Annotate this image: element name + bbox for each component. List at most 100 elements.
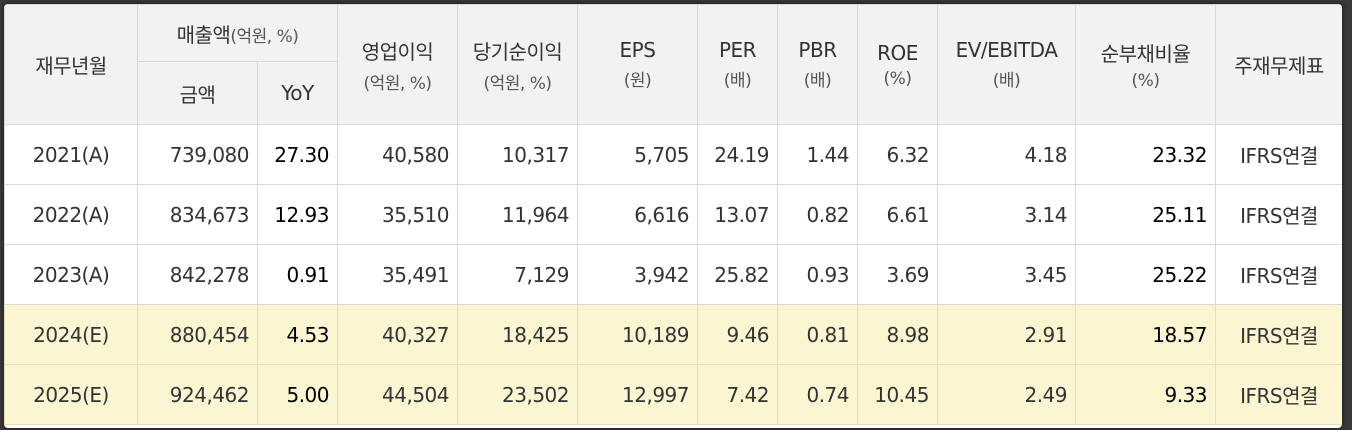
cell-roe: 3.69 — [857, 244, 938, 305]
cell-statement: IFRS연결 — [1215, 124, 1342, 185]
cell-year: 2021(A) — [4, 124, 138, 185]
table-row: 2025(E) 924,462 5.00 44,504 23,502 12,997 7.42… — [4, 364, 1342, 425]
header-pbr: PBR (배) — [777, 4, 858, 125]
cell-net-profit: 18,425 — [457, 304, 578, 365]
cell-roe: 8.98 — [857, 304, 938, 365]
cell-op-profit: 35,491 — [337, 244, 458, 305]
cell-pbr: 0.93 — [777, 244, 858, 305]
header-sales-unit: (억원, %) — [230, 26, 299, 47]
header-per-unit: (배) — [723, 71, 752, 91]
header-amount: 금액 — [137, 61, 258, 125]
cell-pbr: 0.74 — [777, 364, 858, 425]
table-body: 2021(A) 739,080 27.30 40,580 10,317 5,705 24.1… — [4, 124, 1342, 425]
header-statement: 주재무제표 — [1215, 4, 1342, 125]
header-per: PER (배) — [697, 4, 778, 125]
cell-per: 24.19 — [697, 124, 778, 185]
header-ev-ebitda: EV/EBITDA (배) — [937, 4, 1076, 125]
header-pbr-unit: (배) — [803, 71, 832, 91]
cell-year: 2025(E) — [4, 364, 138, 425]
header-year: 재무년월 — [4, 4, 138, 125]
cell-statement: IFRS연결 — [1215, 244, 1342, 305]
header-roe: ROE (%) — [857, 4, 938, 125]
cell-net-debt: 25.11 — [1075, 184, 1216, 245]
cell-sales: 739,080 — [137, 124, 258, 185]
header-net-profit-unit: (억원, %) — [483, 73, 552, 94]
header-eps-unit: (원) — [623, 71, 652, 91]
header-net-debt-unit: (%) — [1131, 71, 1160, 91]
cell-op-profit: 35,510 — [337, 184, 458, 245]
cell-eps: 12,997 — [577, 364, 698, 425]
cell-per: 9.46 — [697, 304, 778, 365]
table-row: 2022(A) 834,673 12.93 35,510 11,964 6,616 13.0… — [4, 184, 1342, 245]
financial-table-frame: 재무년월 매출액(억원, %) 영업이익 (억원, %) 당기순이익 (억원, %)… — [4, 4, 1342, 428]
cell-year: 2024(E) — [4, 304, 138, 365]
cell-op-profit: 40,327 — [337, 304, 458, 365]
cell-statement: IFRS연결 — [1215, 304, 1342, 365]
table-row: 2023(A) 842,278 0.91 35,491 7,129 3,942 25.82 0… — [4, 244, 1342, 305]
header-yoy: YoY — [257, 61, 338, 125]
cell-eps: 10,189 — [577, 304, 698, 365]
cell-yoy: 5.00 — [257, 364, 338, 425]
cell-ev-ebitda: 3.14 — [937, 184, 1076, 245]
header-net-profit-label: 당기순이익 — [472, 39, 563, 64]
cell-net-debt: 23.32 — [1075, 124, 1216, 185]
cell-ev-ebitda: 2.49 — [937, 364, 1076, 425]
cell-op-profit: 40,580 — [337, 124, 458, 185]
cell-eps: 6,616 — [577, 184, 698, 245]
header-sales: 매출액(억원, %) — [137, 4, 338, 62]
cell-per: 7.42 — [697, 364, 778, 425]
header-sales-label: 매출액 — [176, 22, 231, 47]
header-op-profit-label: 영업이익 — [361, 39, 434, 64]
cell-sales: 842,278 — [137, 244, 258, 305]
cell-sales: 880,454 — [137, 304, 258, 365]
cell-eps: 3,942 — [577, 244, 698, 305]
cell-yoy: 12.93 — [257, 184, 338, 245]
cell-pbr: 1.44 — [777, 124, 858, 185]
cell-roe: 10.45 — [857, 364, 938, 425]
header-op-profit: 영업이익 (억원, %) — [337, 4, 458, 125]
header-row-1: 재무년월 매출액(억원, %) 영업이익 (억원, %) 당기순이익 (억원, %)… — [4, 4, 1342, 125]
header-eps: EPS (원) — [577, 4, 698, 125]
table-row: 2024(E) 880,454 4.53 40,327 18,425 10,189 9.46… — [4, 304, 1342, 365]
financial-summary-table: 재무년월 매출액(억원, %) 영업이익 (억원, %) 당기순이익 (억원, %)… — [4, 4, 1342, 425]
table-row: 2021(A) 739,080 27.30 40,580 10,317 5,705 24.1… — [4, 124, 1342, 185]
cell-net-profit: 10,317 — [457, 124, 578, 185]
header-net-profit: 당기순이익 (억원, %) — [457, 4, 578, 125]
cell-roe: 6.32 — [857, 124, 938, 185]
cell-op-profit: 44,504 — [337, 364, 458, 425]
header-pbr-label: PBR — [798, 38, 837, 62]
cell-eps: 5,705 — [577, 124, 698, 185]
header-eps-label: EPS — [619, 38, 656, 62]
header-net-debt: 순부채비율 (%) — [1075, 4, 1216, 125]
cell-sales: 834,673 — [137, 184, 258, 245]
cell-yoy: 4.53 — [257, 304, 338, 365]
cell-ev-ebitda: 2.91 — [937, 304, 1076, 365]
header-roe-label: ROE — [877, 40, 918, 65]
cell-net-profit: 7,129 — [457, 244, 578, 305]
cell-sales: 924,462 — [137, 364, 258, 425]
cell-net-profit: 11,964 — [457, 184, 578, 245]
cell-pbr: 0.82 — [777, 184, 858, 245]
cell-yoy: 27.30 — [257, 124, 338, 185]
header-ev-ebitda-unit: (배) — [992, 71, 1021, 91]
cell-ev-ebitda: 3.45 — [937, 244, 1076, 305]
cell-yoy: 0.91 — [257, 244, 338, 305]
cell-net-debt: 18.57 — [1075, 304, 1216, 365]
cell-pbr: 0.81 — [777, 304, 858, 365]
cell-net-debt: 25.22 — [1075, 244, 1216, 305]
header-row-2: 금액 YoY — [5, 61, 1343, 125]
cell-statement: IFRS연결 — [1215, 364, 1342, 425]
cell-net-profit: 23,502 — [457, 364, 578, 425]
cell-per: 13.07 — [697, 184, 778, 245]
cell-ev-ebitda: 4.18 — [937, 124, 1076, 185]
header-per-label: PER — [718, 38, 757, 62]
cell-roe: 6.61 — [857, 184, 938, 245]
cell-net-debt: 9.33 — [1075, 364, 1216, 425]
cell-year: 2023(A) — [4, 244, 138, 305]
header-op-profit-unit: (억원, %) — [363, 73, 432, 94]
header-ev-ebitda-label: EV/EBITDA — [955, 38, 1058, 62]
cell-statement: IFRS연결 — [1215, 184, 1342, 245]
header-net-debt-label: 순부채비율 — [1100, 42, 1191, 66]
header-roe-unit: (%) — [883, 68, 912, 89]
cell-per: 25.82 — [697, 244, 778, 305]
